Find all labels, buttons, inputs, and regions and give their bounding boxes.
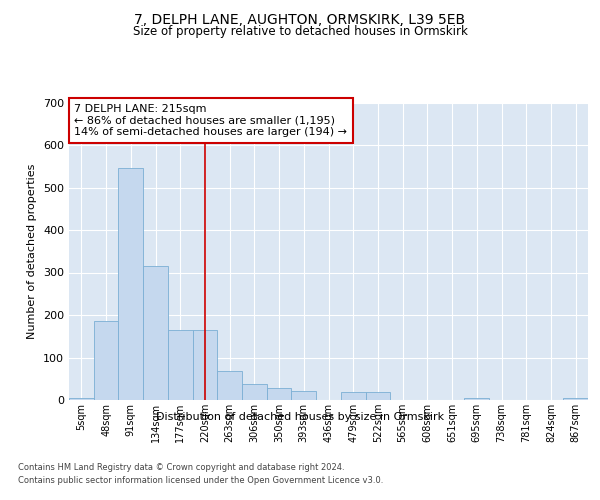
Bar — [69, 398, 94, 400]
Text: Distribution of detached houses by size in Ormskirk: Distribution of detached houses by size … — [156, 412, 444, 422]
Y-axis label: Number of detached properties: Number of detached properties — [28, 164, 37, 339]
Bar — [242, 384, 267, 400]
Bar — [217, 371, 242, 400]
Text: 7 DELPH LANE: 215sqm
← 86% of detached houses are smaller (1,195)
14% of semi-de: 7 DELPH LANE: 215sqm ← 86% of detached h… — [74, 104, 347, 137]
Bar — [143, 266, 168, 400]
Text: Contains public sector information licensed under the Open Government Licence v3: Contains public sector information licen… — [18, 476, 383, 485]
Bar — [563, 398, 588, 400]
Text: Size of property relative to detached houses in Ormskirk: Size of property relative to detached ho… — [133, 25, 467, 38]
Bar — [292, 390, 316, 400]
Text: Contains HM Land Registry data © Crown copyright and database right 2024.: Contains HM Land Registry data © Crown c… — [18, 462, 344, 471]
Bar — [168, 330, 193, 400]
Bar — [94, 322, 118, 400]
Bar — [464, 398, 489, 400]
Bar — [267, 388, 292, 400]
Bar — [365, 392, 390, 400]
Text: 7, DELPH LANE, AUGHTON, ORMSKIRK, L39 5EB: 7, DELPH LANE, AUGHTON, ORMSKIRK, L39 5E… — [134, 12, 466, 26]
Bar — [118, 168, 143, 400]
Bar — [193, 330, 217, 400]
Bar — [341, 392, 365, 400]
